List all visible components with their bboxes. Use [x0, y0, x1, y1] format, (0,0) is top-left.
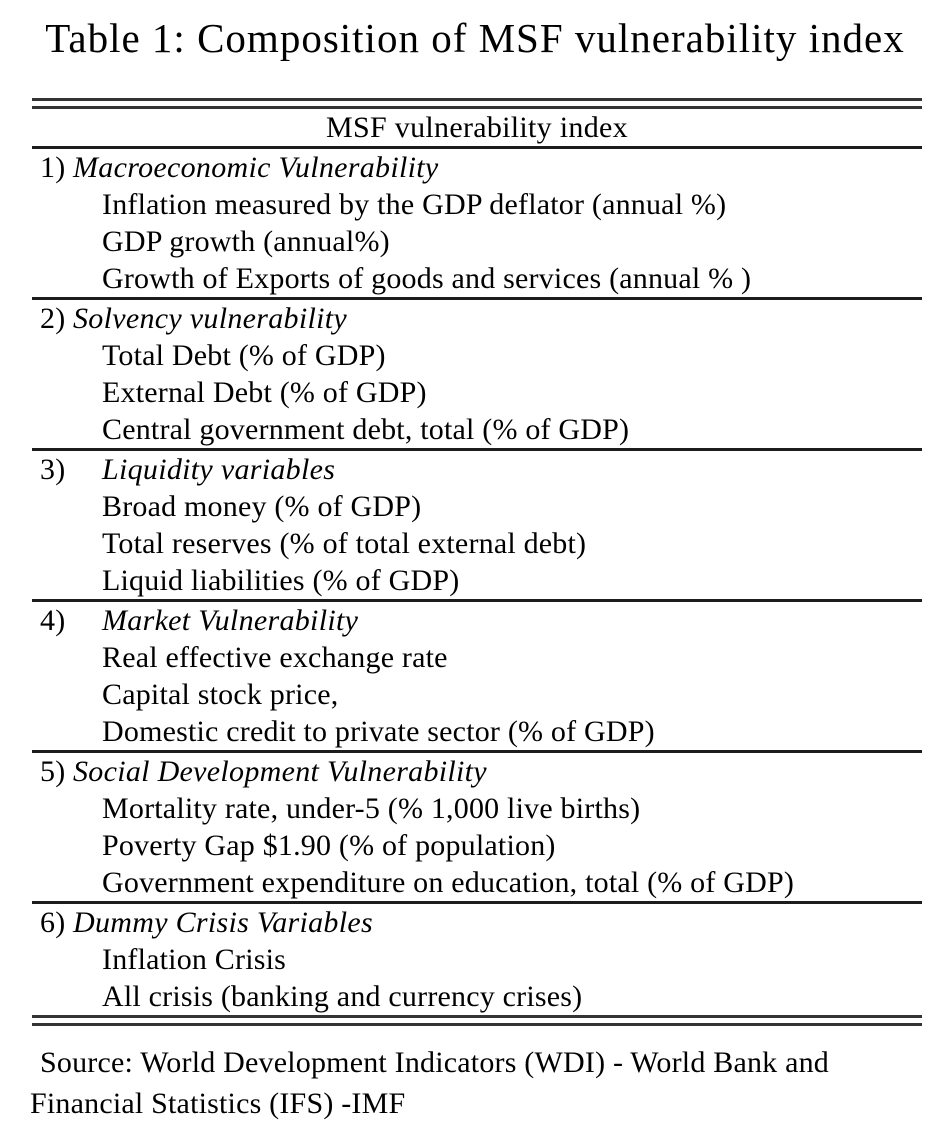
section-number: 3) — [40, 453, 66, 486]
section-social-development: 5) Social Development Vulnerability Mort… — [32, 753, 922, 901]
indicator-row: Total Debt (% of GDP) — [102, 339, 386, 372]
section-number: 6) — [40, 906, 66, 939]
top-double-rule — [32, 98, 922, 109]
section-rule — [32, 297, 922, 300]
section-heading: 1) Macroeconomic Vulnerability — [32, 149, 922, 186]
indicator-row: Mortality rate, under-5 (% 1,000 live bi… — [102, 792, 641, 825]
indicator-row: Total reserves (% of total external debt… — [102, 527, 587, 560]
indicator-row: Broad money (% of GDP) — [102, 490, 422, 523]
section-title: Macroeconomic Vulnerability — [73, 151, 439, 184]
source-line-1: Source: World Development Indicators (WD… — [40, 1046, 829, 1079]
table-caption: Table 1: Composition of MSF vulnerabilit… — [45, 15, 905, 61]
indicator-row: Central government debt, total (% of GDP… — [102, 413, 630, 446]
bottom-double-rule — [32, 1015, 922, 1026]
msf-vulnerability-table: MSF vulnerability index 1) Macroeconomic… — [32, 98, 922, 1026]
section-heading: 2) Solvency vulnerability — [32, 300, 922, 337]
section-number: 5) — [40, 755, 66, 788]
indicator-row: GDP growth (annual%) — [102, 225, 390, 258]
section-rule — [32, 599, 922, 602]
section-heading: 6) Dummy Crisis Variables — [32, 904, 922, 941]
section-rule — [32, 750, 922, 753]
section-market: 4) Market Vulnerability Real effective e… — [32, 602, 922, 750]
source-note: Source: World Development Indicators (WD… — [30, 1042, 930, 1124]
section-title: Liquidity variables — [102, 453, 336, 486]
section-number: 2) — [40, 302, 66, 335]
section-title: Market Vulnerability — [102, 604, 359, 637]
indicator-row: Inflation Crisis — [102, 943, 287, 976]
section-heading: 4) Market Vulnerability — [32, 602, 922, 639]
indicator-row: Capital stock price, — [102, 678, 339, 711]
indicator-row: Real effective exchange rate — [102, 641, 448, 674]
indicator-row: Liquid liabilities (% of GDP) — [102, 564, 460, 597]
section-heading: 5) Social Development Vulnerability — [32, 753, 922, 790]
section-number: 4) — [40, 604, 66, 637]
indicator-row: All crisis (banking and currency crises) — [102, 980, 583, 1013]
section-liquidity: 3) Liquidity variables Broad money (% of… — [32, 451, 922, 599]
indicator-row: Poverty Gap $1.90 (% of population) — [102, 829, 556, 862]
indicator-row: Government expenditure on education, tot… — [102, 866, 795, 899]
section-dummy-crisis: 6) Dummy Crisis Variables Inflation Cris… — [32, 904, 922, 1015]
section-title: Dummy Crisis Variables — [73, 906, 373, 939]
section-solvency: 2) Solvency vulnerability Total Debt (% … — [32, 300, 922, 448]
indicator-row: External Debt (% of GDP) — [102, 376, 427, 409]
header-rule — [32, 146, 922, 149]
indicator-row: Domestic credit to private sector (% of … — [102, 715, 655, 748]
section-rule — [32, 448, 922, 451]
indicator-row: Growth of Exports of goods and services … — [102, 262, 752, 295]
section-number: 1) — [40, 151, 66, 184]
section-rule — [32, 901, 922, 904]
section-macroeconomic: 1) Macroeconomic Vulnerability Inflation… — [32, 149, 922, 297]
section-title: Solvency vulnerability — [73, 302, 347, 335]
indicator-row: Inflation measured by the GDP deflator (… — [102, 188, 727, 221]
section-heading: 3) Liquidity variables — [32, 451, 922, 488]
section-title: Social Development Vulnerability — [73, 755, 487, 788]
source-line-2: Financial Statistics (IFS) -IMF — [30, 1087, 406, 1120]
table-header: MSF vulnerability index — [326, 111, 628, 144]
